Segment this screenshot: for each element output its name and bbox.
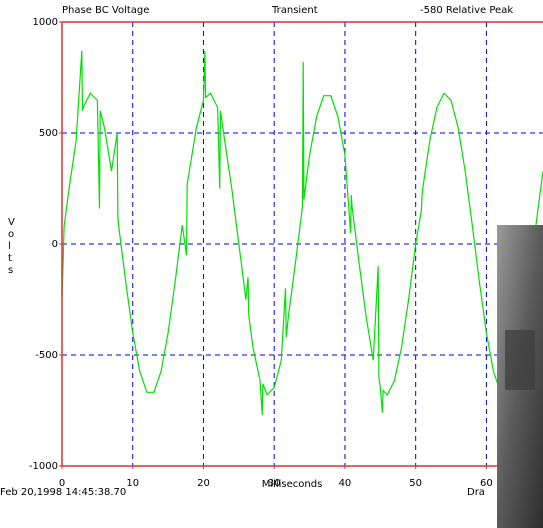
x-tick-label: 50: [409, 478, 422, 489]
y-tick-label: -500: [35, 350, 58, 361]
x-tick-label: 0: [59, 478, 65, 489]
x-axis-label: Milliseconds: [262, 479, 323, 490]
x-tick-label: 30: [268, 478, 281, 489]
y-tick-label: 500: [39, 128, 58, 139]
y-tick-label: 1000: [33, 17, 58, 28]
y-tick-label: -1000: [29, 461, 58, 472]
annotation: -580 Relative Peak: [420, 5, 513, 16]
x-tick-label: 10: [126, 478, 139, 489]
grid: [62, 22, 543, 466]
x-tick-label: 60: [480, 478, 493, 489]
subtitle: Transient: [271, 5, 318, 16]
x-tick-label: 20: [197, 478, 210, 489]
photo-detail: [505, 330, 535, 390]
chart-title: Phase BC Voltage: [62, 5, 149, 16]
footer-text: Dra: [467, 487, 485, 498]
timestamp: Feb 20,1998 14:45:38.70: [0, 487, 126, 498]
y-tick-label: 0: [52, 239, 58, 250]
x-tick-label: 40: [339, 478, 352, 489]
data-line: [62, 50, 543, 415]
plot-area: [62, 50, 543, 415]
